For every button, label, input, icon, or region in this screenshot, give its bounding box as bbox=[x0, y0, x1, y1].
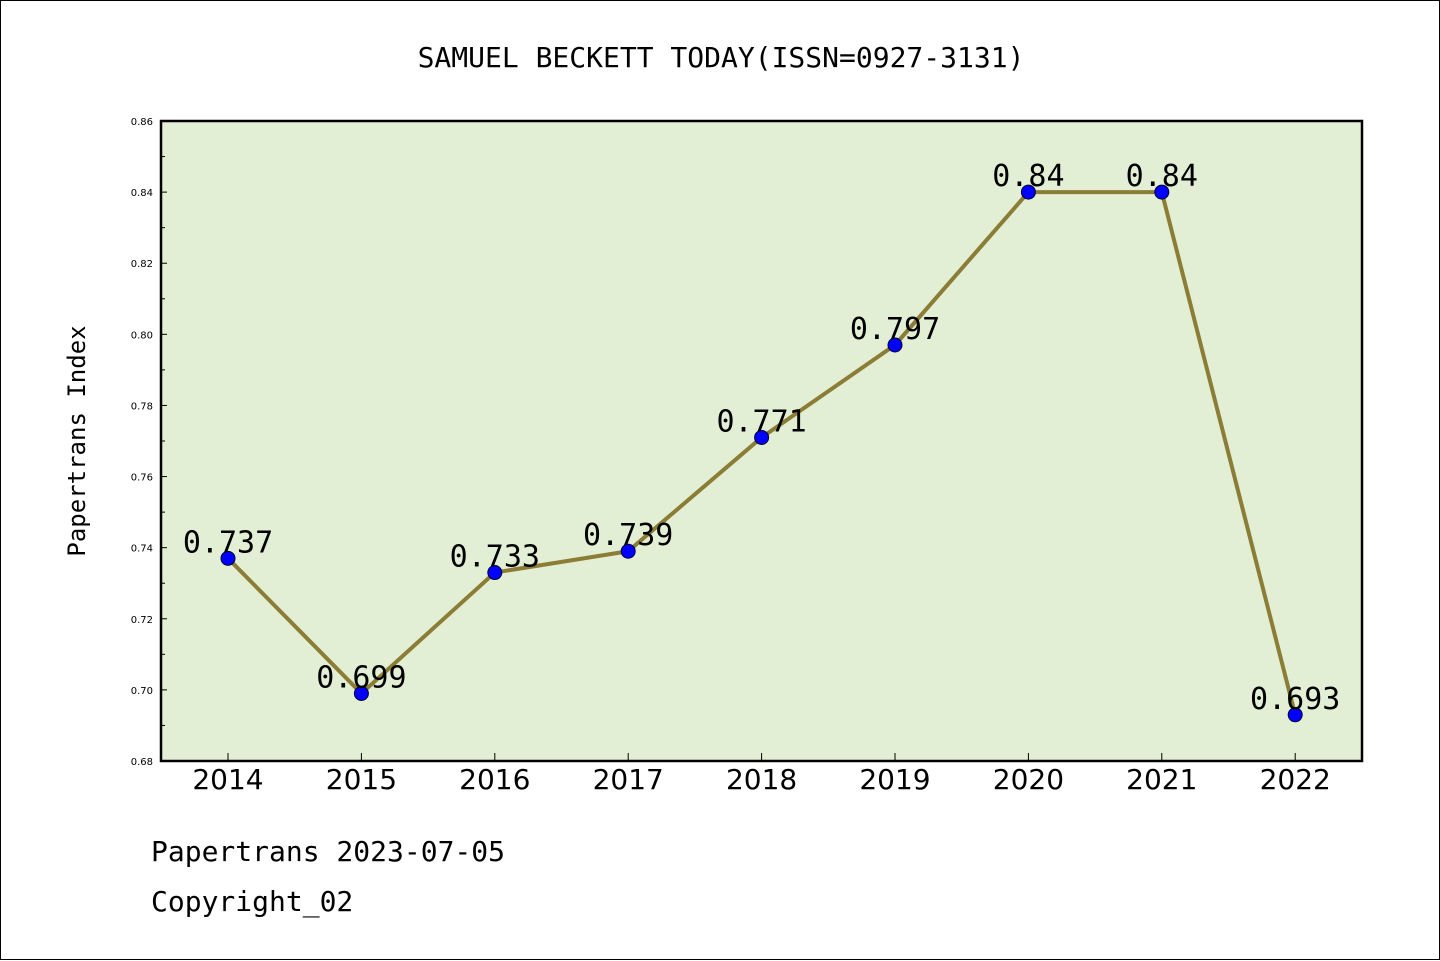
y-tick-label: 0.70 bbox=[131, 686, 153, 697]
data-point bbox=[620, 543, 636, 559]
plot-frame bbox=[159, 119, 1364, 763]
data-point bbox=[754, 429, 770, 445]
footer-date: Papertrans 2023-07-05 bbox=[151, 835, 506, 868]
chart-title: SAMUEL BECKETT TODAY(ISSN=0927-3131) bbox=[418, 41, 1025, 74]
x-tick-label: 2014 bbox=[192, 763, 263, 796]
data-label: 0.739 bbox=[583, 518, 673, 553]
y-tick-label: 0.84 bbox=[131, 188, 153, 199]
data-point bbox=[1020, 184, 1036, 200]
data-label: 0.699 bbox=[316, 660, 406, 695]
x-tick-label: 2022 bbox=[1260, 763, 1331, 796]
data-label: 0.737 bbox=[183, 525, 273, 560]
y-axis-label: Papertrans Index bbox=[63, 325, 91, 556]
y-tick-label: 0.86 bbox=[131, 117, 153, 128]
x-tick-label: 2020 bbox=[993, 763, 1064, 796]
data-point bbox=[220, 550, 236, 566]
data-label: 0.797 bbox=[850, 312, 940, 347]
footer-copyright: Copyright_02 bbox=[151, 885, 354, 918]
y-tick-label: 0.76 bbox=[131, 473, 153, 484]
x-axis-ticks: 2014 2015 2016 2017 2018 2019 2020 2021 2022 bbox=[192, 753, 1331, 796]
data-point bbox=[1287, 707, 1303, 723]
y-tick-label: 0.74 bbox=[131, 544, 153, 555]
y-tick-label: 0.72 bbox=[131, 615, 153, 626]
data-point bbox=[887, 337, 903, 353]
data-label: 0.84 bbox=[1126, 159, 1198, 194]
y-tick-label: 0.78 bbox=[131, 401, 153, 412]
x-tick-label: 2016 bbox=[459, 763, 530, 796]
y-tick-label: 0.80 bbox=[131, 330, 153, 341]
data-point bbox=[487, 565, 503, 581]
y-tick-label: 0.68 bbox=[131, 757, 153, 768]
x-tick-label: 2017 bbox=[593, 763, 664, 796]
data-label: 0.84 bbox=[992, 159, 1064, 194]
data-label: 0.693 bbox=[1250, 682, 1340, 717]
x-tick-label: 2018 bbox=[726, 763, 797, 796]
series-layer: 0.737 0.699 0.733 0.739 0.771 0.797 0.84 0.84 0.… bbox=[183, 159, 1340, 723]
data-label: 0.733 bbox=[450, 540, 540, 575]
y-tick-label: 0.82 bbox=[131, 259, 153, 270]
data-point bbox=[1154, 184, 1170, 200]
x-tick-label: 2021 bbox=[1126, 763, 1197, 796]
x-tick-label: 2019 bbox=[859, 763, 930, 796]
data-point bbox=[353, 685, 369, 701]
data-label: 0.771 bbox=[716, 404, 806, 439]
x-tick-label: 2015 bbox=[326, 763, 397, 796]
